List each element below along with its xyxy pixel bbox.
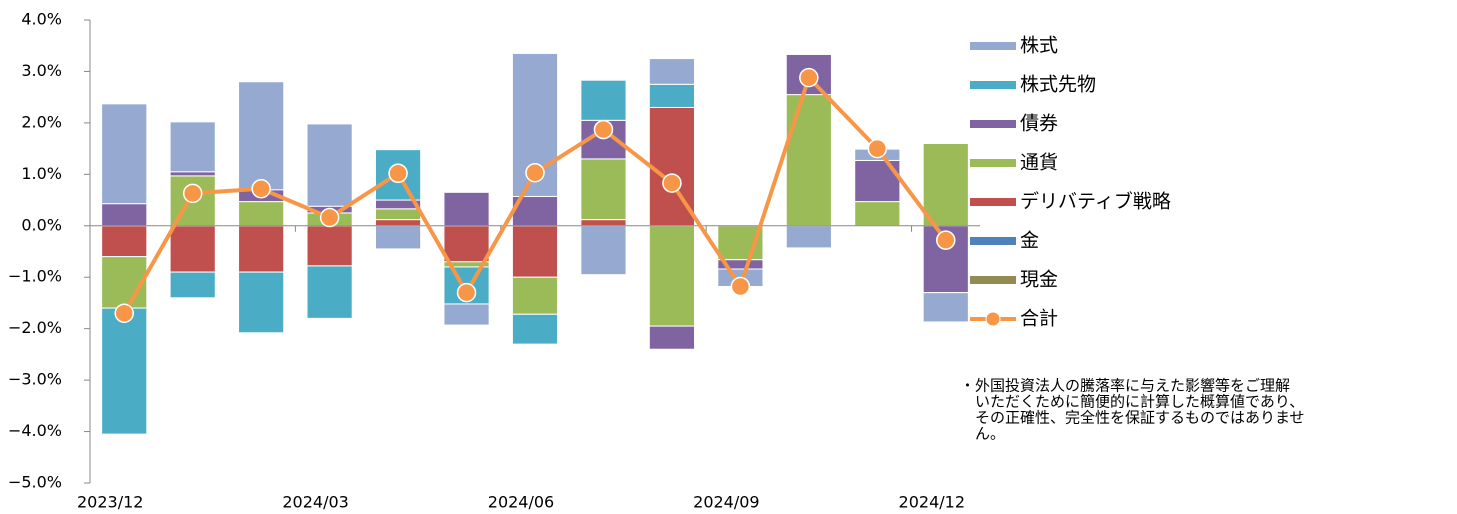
- bar-segment: [101, 103, 148, 205]
- total-point: [662, 173, 682, 193]
- total-point: [799, 67, 819, 88]
- bar-segment: [238, 201, 285, 227]
- y-tick-label: −1.0%: [8, 267, 62, 286]
- note: ・外国投資法人の騰落率に与えた影響等をご理解: [960, 377, 1290, 395]
- bar-segment: [169, 171, 216, 177]
- legend-swatch: [970, 42, 1016, 50]
- total-point: [525, 163, 545, 183]
- y-tick-label: −4.0%: [8, 421, 62, 440]
- bar-segment: [648, 83, 696, 108]
- x-tick-label: 2023/12: [77, 493, 143, 512]
- bar-segment: [306, 225, 353, 267]
- bar-segment: [580, 219, 627, 227]
- bar-segment: [443, 191, 490, 227]
- total-point: [730, 276, 751, 297]
- total-point: [182, 183, 203, 204]
- legend-label: 通貨: [1020, 152, 1058, 174]
- legend-swatch: [970, 120, 1016, 128]
- total-point: [456, 282, 477, 303]
- bar-segment: [238, 271, 285, 334]
- bar-segment: [648, 225, 696, 327]
- x-tick-label: 2024/06: [488, 493, 554, 512]
- bar-segment: [580, 79, 627, 121]
- legend-label: 合計: [1020, 308, 1058, 330]
- y-tick-label: 2.0%: [21, 112, 62, 131]
- bar-segment: [374, 225, 422, 250]
- legend-label: 株式: [1020, 35, 1058, 57]
- x-tick-label: 2024/12: [899, 493, 965, 512]
- bar-segment: [169, 121, 216, 173]
- legend-swatch: [970, 276, 1016, 284]
- bar-segment: [374, 219, 422, 227]
- bar-segment: [922, 292, 969, 323]
- y-tick-label: −2.0%: [8, 318, 62, 337]
- bar-segment: [511, 276, 559, 315]
- legend-marker: [985, 311, 1001, 327]
- total-point: [936, 230, 956, 250]
- total-point: [114, 303, 134, 323]
- legend-swatch: [970, 237, 1016, 245]
- bar-segment: [785, 225, 832, 249]
- legend-swatch: [970, 198, 1016, 206]
- x-tick-label: 2024/03: [282, 493, 348, 512]
- bar-segment: [648, 325, 696, 350]
- bar-segment: [101, 203, 148, 227]
- bar-segment: [101, 225, 148, 258]
- legend-label: 株式先物: [1020, 74, 1096, 96]
- bar-segment: [101, 256, 148, 309]
- bar-segment: [922, 142, 969, 227]
- note: ん。: [975, 425, 1005, 443]
- x-tick-label: 2024/09: [693, 493, 759, 512]
- bar-segment: [306, 123, 353, 207]
- legend-label: デリバティブ戦略: [1020, 190, 1171, 213]
- legend-label: 金: [1020, 230, 1039, 252]
- bar-segment: [785, 53, 832, 96]
- legend-swatch: [970, 159, 1016, 167]
- bar-segment: [306, 265, 353, 319]
- note: その正確性、完全性を保証するものではありませ: [975, 409, 1305, 427]
- bar-segment: [169, 271, 216, 299]
- bar-segment: [785, 94, 832, 227]
- legend-swatch: [970, 81, 1016, 89]
- bar-segment: [169, 225, 216, 273]
- bar-segment: [101, 307, 148, 435]
- bar-segment: [238, 225, 285, 273]
- bar-segment: [238, 81, 285, 191]
- bar-segment: [511, 313, 559, 345]
- bar-segment: [511, 225, 559, 278]
- bar-segment: [580, 225, 627, 276]
- total-point: [867, 138, 888, 159]
- y-tick-label: −5.0%: [8, 473, 62, 492]
- y-tick-label: 0.0%: [21, 215, 62, 234]
- total-point: [319, 207, 340, 228]
- y-tick-label: 4.0%: [21, 10, 62, 29]
- bar-segment: [443, 225, 490, 263]
- bar-segment: [854, 201, 901, 227]
- note: いただくために簡便的に計算した概算値であり、: [975, 393, 1304, 411]
- bar-segment: [648, 58, 696, 85]
- bar-segment: [443, 303, 490, 326]
- y-tick-label: 3.0%: [21, 61, 62, 80]
- legend-label: 現金: [1020, 269, 1058, 291]
- bar-segment: [580, 158, 627, 221]
- total-point: [251, 178, 271, 199]
- legend-label: 債券: [1020, 113, 1058, 135]
- y-tick-label: 1.0%: [21, 164, 62, 183]
- y-tick-label: −3.0%: [8, 370, 62, 389]
- total-point: [388, 163, 408, 184]
- bar-segment: [374, 208, 422, 221]
- total-point: [593, 119, 614, 140]
